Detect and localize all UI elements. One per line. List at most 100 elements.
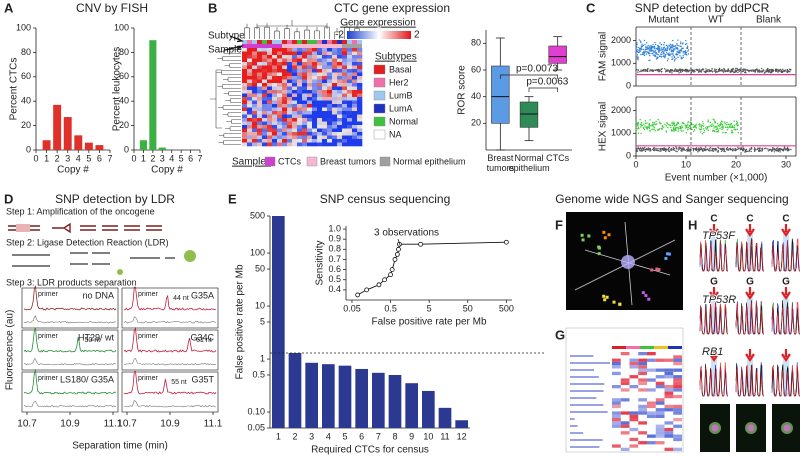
heatmap-cell (322, 55, 328, 59)
droplet (673, 56, 676, 59)
pca-point (650, 268, 654, 272)
droplet (678, 45, 680, 47)
subtype-bar (252, 40, 257, 44)
x-tick-label: 5 (86, 153, 91, 163)
droplet (714, 70, 716, 72)
heatmap-cell (302, 76, 308, 80)
heatmap-cell (292, 125, 298, 129)
droplet (645, 127, 648, 130)
heatmap-cell (262, 48, 268, 52)
heatmap-cell (262, 125, 268, 129)
droplet (650, 50, 652, 52)
heatmap-cell (312, 100, 318, 105)
droplet (676, 123, 678, 125)
ngs-cell (629, 385, 639, 389)
x-tick-label: 0 (33, 153, 38, 163)
droplet (749, 148, 751, 150)
droplet (724, 150, 726, 153)
droplet (721, 126, 723, 129)
heatmap-cell (292, 79, 298, 84)
heatmap-cell (262, 100, 268, 105)
heatmap-cell (312, 48, 318, 52)
heatmap-cell (242, 69, 248, 73)
heatmap-cell (277, 118, 283, 122)
heatmap-cell (282, 58, 288, 63)
legend-label: CTCs (278, 156, 301, 166)
heatmap-cell (342, 104, 348, 108)
sample-bar (317, 44, 322, 48)
heatmap-cell (292, 93, 298, 98)
heatmap-cell (322, 65, 328, 70)
droplet (642, 126, 644, 129)
heatmap-cell (287, 76, 293, 80)
heatmap-cell (312, 86, 318, 91)
sample-label: HT29/ wt (78, 332, 115, 342)
ngs-cell (638, 352, 647, 356)
droplet (635, 46, 638, 49)
box (548, 45, 567, 64)
panel-label: C (586, 0, 596, 15)
droplet (762, 70, 764, 72)
pca-point (641, 291, 645, 295)
heatmap-cell (287, 55, 293, 59)
heatmap-cell (332, 51, 338, 56)
droplet (637, 46, 639, 49)
ngs-cell (673, 418, 682, 422)
heatmap-cell (302, 142, 308, 147)
heatmap-cell (262, 107, 268, 112)
heatmap-cell (282, 86, 288, 91)
heatmap-cell (277, 107, 283, 112)
droplet (695, 147, 698, 149)
heatmap-cell (357, 97, 363, 101)
heatmap-cell (352, 107, 358, 112)
droplet (637, 51, 640, 54)
heatmap-cell (312, 121, 318, 126)
heatmap-cell (257, 135, 263, 140)
panel-label: E (228, 191, 237, 206)
heatmap-cell (282, 65, 288, 70)
y-tick-label: 80 (119, 47, 129, 57)
droplet (672, 147, 674, 149)
heatmap-cell (302, 118, 308, 122)
heatmap-cell (327, 69, 333, 73)
heatmap-cell (317, 58, 323, 63)
sample-bar (322, 44, 327, 48)
droplet (652, 148, 654, 151)
heatmap-cell (347, 55, 353, 59)
heatmap-cell (247, 83, 253, 87)
heatmap-cell (242, 51, 248, 56)
droplet (699, 149, 701, 151)
droplet (671, 56, 673, 58)
sample-label: LS180/ G35A (60, 374, 114, 384)
x-tick-label: 3 (65, 153, 70, 163)
heatmap-cell (317, 135, 323, 140)
subtype-bar (322, 40, 327, 44)
diagram (117, 269, 123, 275)
droplet (754, 70, 756, 72)
droplet (726, 129, 728, 131)
droplet (656, 149, 658, 152)
sanger-trace (771, 302, 800, 335)
droplet (655, 49, 657, 51)
sample-bar (337, 44, 342, 48)
heatmap-cell (282, 76, 288, 80)
heatmap-cell (312, 128, 318, 133)
droplet (660, 70, 663, 73)
peak-label: 61 nt (196, 337, 212, 344)
droplet (780, 71, 783, 73)
sample-bar (242, 44, 247, 48)
legend-label: LumA (389, 103, 413, 113)
heatmap-cell (307, 104, 313, 108)
ngs-header (626, 346, 640, 349)
heatmap-cell (292, 139, 298, 143)
ngs-cell (655, 414, 665, 418)
heatmap-cell (252, 69, 258, 73)
droplet (668, 123, 670, 126)
heatmap-cell (317, 65, 323, 70)
heatmap-cell (302, 132, 308, 136)
mutation-arrow (781, 224, 791, 237)
heatmap-cell (257, 76, 263, 80)
heatmap-cell (347, 97, 353, 101)
heatmap-cell (252, 55, 258, 59)
droplet (686, 43, 688, 45)
